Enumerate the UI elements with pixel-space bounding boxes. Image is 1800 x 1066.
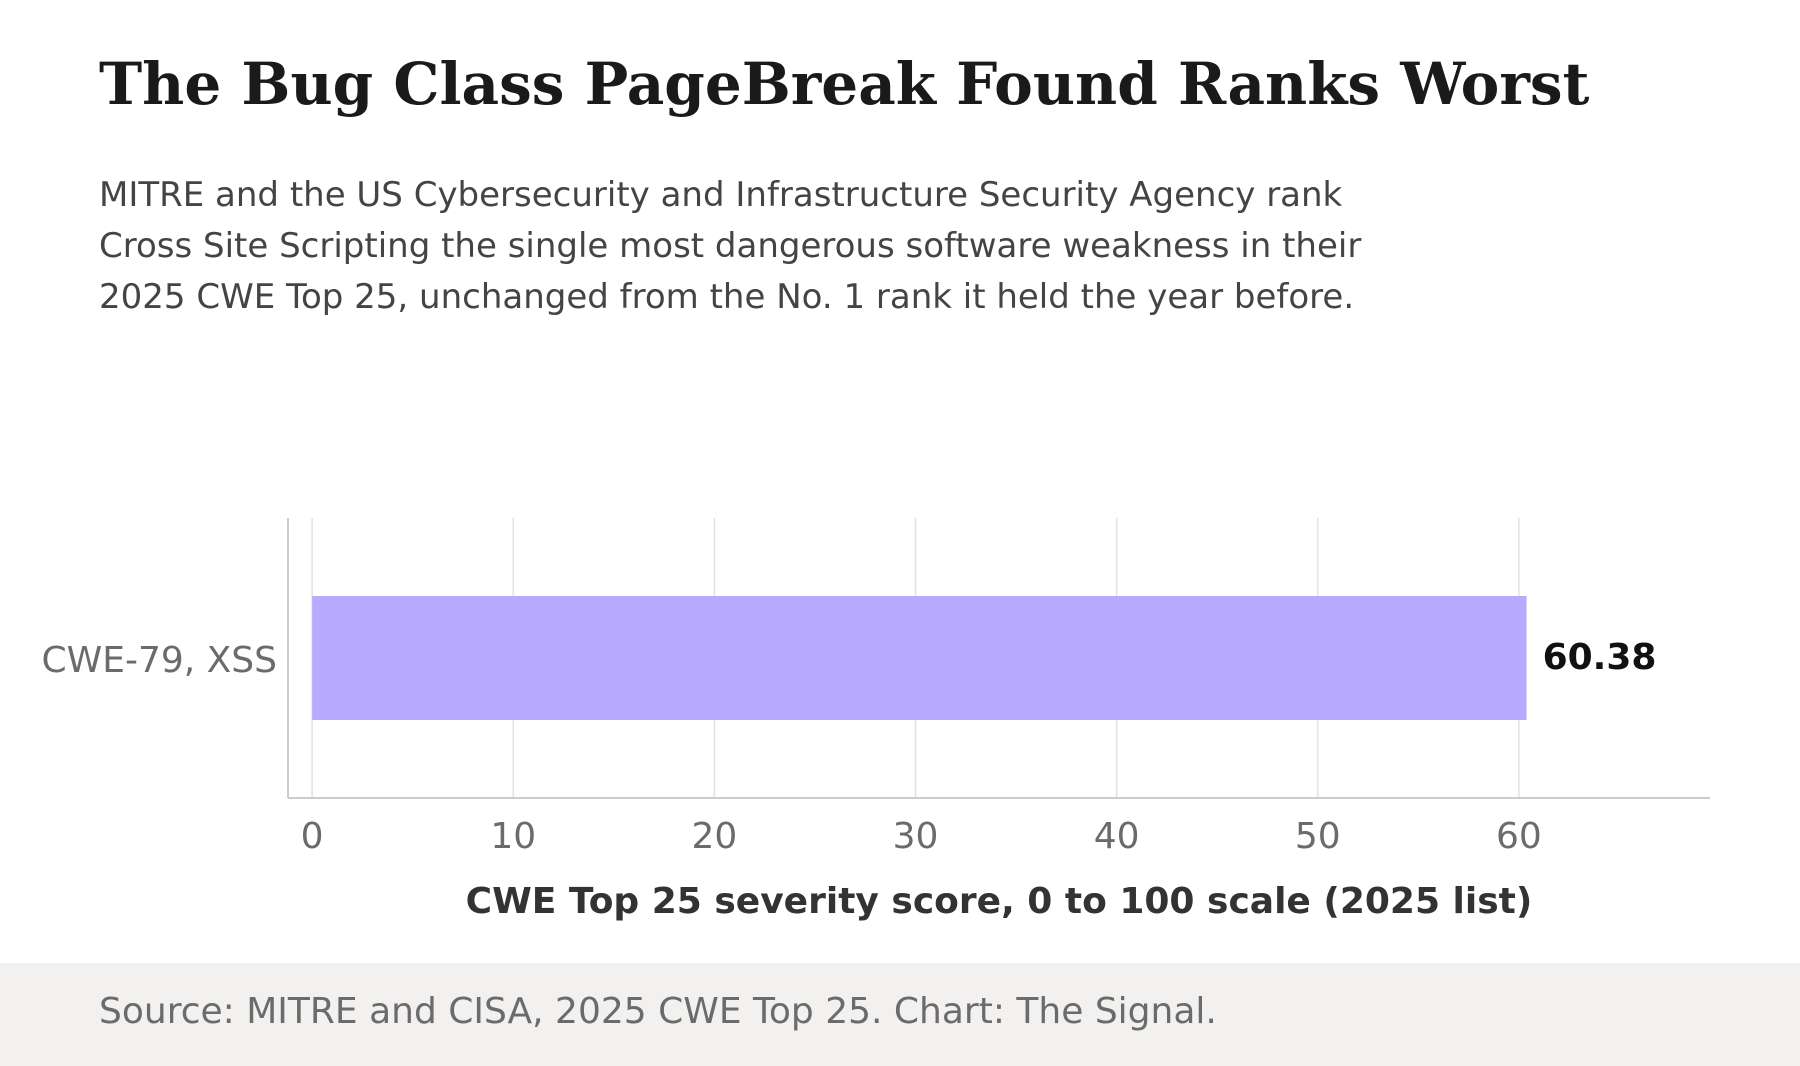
x-tick-label: 10 — [490, 816, 536, 857]
x-tick-label: 40 — [1094, 816, 1140, 857]
x-tick-label: 30 — [893, 816, 939, 857]
axis-lines — [287, 518, 1710, 799]
footer-band — [0, 963, 1800, 1066]
category-label: CWE-79, XSS — [41, 640, 277, 681]
y-category-labels: CWE-79, XSS — [41, 640, 277, 681]
x-tick-label: 60 — [1496, 816, 1542, 857]
bar-value-label: 60.38 — [1543, 637, 1657, 678]
chart-subtitle: MITRE and the US Cybersecurity and Infra… — [99, 175, 1362, 317]
x-axis-title: CWE Top 25 severity score, 0 to 100 scal… — [466, 881, 1533, 922]
source-note: Source: MITRE and CISA, 2025 CWE Top 25.… — [99, 991, 1217, 1032]
bar-chart: 60.38 0 10 20 30 40 50 60 CWE-79, XSS CWE Top … — [41, 518, 1710, 922]
x-tick-label: 0 — [301, 816, 324, 857]
bar-group: 60.38 — [312, 596, 1656, 720]
bar — [312, 596, 1527, 720]
chart-title: The Bug Class PageBreak Found Ranks Wors… — [99, 50, 1590, 118]
x-tick-label: 20 — [691, 816, 737, 857]
x-tick-labels: 0 10 20 30 40 50 60 — [301, 816, 1542, 857]
x-tick-label: 50 — [1295, 816, 1341, 857]
